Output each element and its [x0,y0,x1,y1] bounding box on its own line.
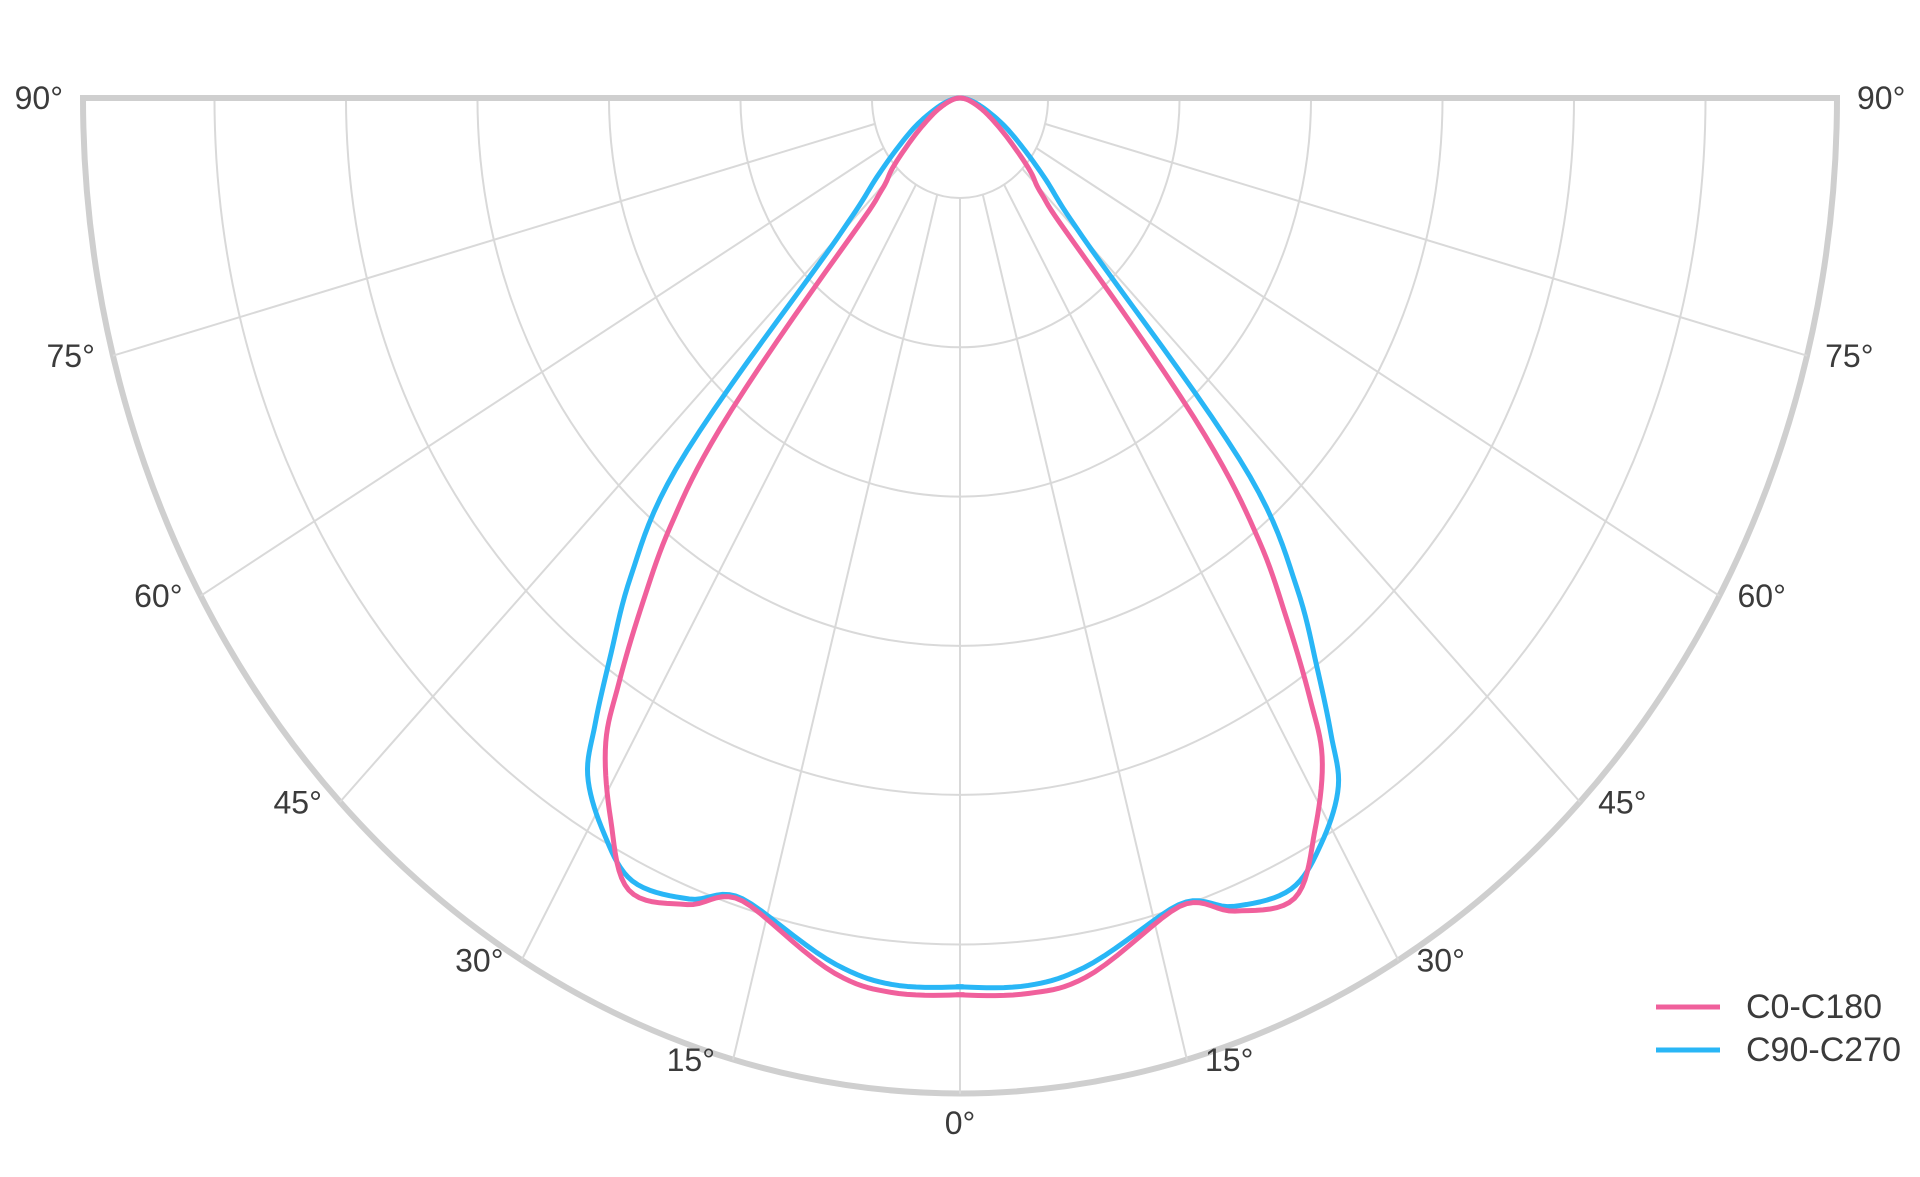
svg-text:C0-C180: C0-C180 [1746,988,1882,1026]
svg-text:15°: 15° [667,1042,715,1078]
svg-text:60°: 60° [1738,578,1786,614]
svg-text:90°: 90° [15,80,63,116]
svg-text:60°: 60° [134,578,182,614]
svg-text:C90-C270: C90-C270 [1746,1031,1901,1069]
svg-text:75°: 75° [46,338,94,374]
svg-text:15°: 15° [1205,1042,1253,1078]
svg-text:45°: 45° [273,784,321,820]
svg-text:75°: 75° [1825,338,1873,374]
svg-text:0°: 0° [945,1105,976,1141]
svg-text:30°: 30° [1417,943,1465,979]
svg-text:30°: 30° [455,943,503,979]
svg-text:90°: 90° [1857,80,1905,116]
svg-text:45°: 45° [1598,784,1646,820]
